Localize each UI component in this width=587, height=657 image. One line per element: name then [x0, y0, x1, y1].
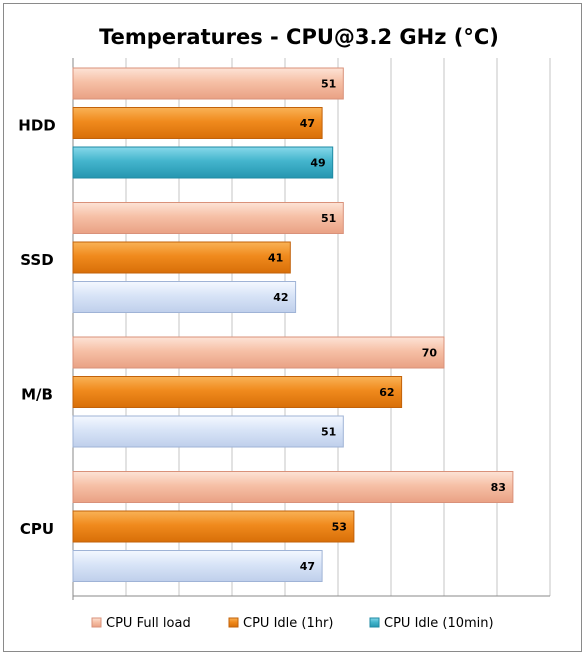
bar-m-b-cpu-full-load [72, 336, 445, 369]
bar-hdd-cpu-full-load [72, 67, 344, 100]
category-labels: HDD SSD M/B CPU [18, 116, 55, 538]
category-label-cpu: CPU [20, 520, 54, 538]
category-label-hdd: HDD [18, 116, 55, 134]
category-label-m-b: M/B [21, 385, 53, 403]
bar-ssd-cpu-idle-10min [72, 281, 297, 313]
bar-hdd-cpu-idle-10min [72, 146, 334, 179]
bar-cpu-cpu-idle-10min [72, 550, 323, 582]
data-label: 47 [300, 117, 315, 130]
data-label: 70 [422, 347, 438, 360]
data-label: 62 [379, 386, 394, 399]
data-label: 53 [332, 521, 347, 534]
chart-title: Temperatures - CPU@3.2 GHz (°C) [99, 25, 499, 49]
bar-m-b-cpu-idle-1hr [72, 376, 403, 408]
legend-swatch [228, 617, 239, 628]
bar-m-b-cpu-idle-10min [72, 415, 344, 448]
bar-ssd-cpu-idle-1hr [72, 241, 291, 274]
data-label: 42 [273, 291, 288, 304]
data-label: 51 [321, 78, 336, 91]
bar-ssd-cpu-full-load [72, 202, 344, 234]
data-label: 41 [268, 252, 283, 265]
bar-cpu-cpu-full-load [72, 471, 514, 503]
legend-label: CPU Idle (1hr) [243, 616, 333, 631]
data-label: 83 [491, 481, 506, 494]
category-label-ssd: SSD [20, 251, 53, 269]
legend-label: CPU Full load [106, 616, 191, 631]
legend-label: CPU Idle (10min) [384, 616, 494, 631]
bars: 51 47 49 51 41 42 70 62 51 83 53 47 [72, 67, 514, 582]
legend: CPU Full load CPU Idle (1hr) CPU Idle (10m… [91, 616, 494, 631]
data-label: 51 [321, 426, 336, 439]
data-label: 49 [310, 157, 325, 170]
bar-cpu-cpu-idle-1hr [72, 510, 355, 543]
bar-hdd-cpu-idle-1hr [72, 107, 323, 139]
legend-swatch [369, 617, 380, 628]
data-label: 47 [300, 560, 315, 573]
legend-swatch [91, 617, 102, 628]
data-label: 51 [321, 212, 336, 225]
